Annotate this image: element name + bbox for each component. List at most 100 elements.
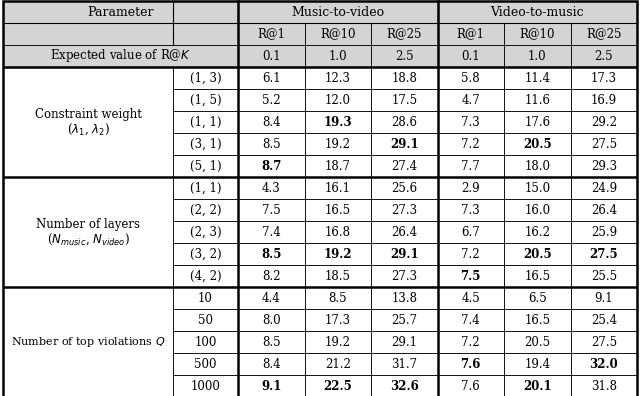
Bar: [504, 265, 570, 287]
Text: 5.2: 5.2: [262, 93, 280, 107]
Bar: [238, 133, 305, 155]
Text: 20.5: 20.5: [523, 248, 552, 261]
Bar: [173, 177, 238, 199]
Text: 27.5: 27.5: [591, 137, 617, 150]
Bar: [173, 353, 238, 375]
Bar: [504, 353, 570, 375]
Text: 32.0: 32.0: [589, 358, 618, 371]
Bar: [371, 309, 438, 331]
Bar: [438, 353, 504, 375]
Bar: [570, 155, 637, 177]
Text: 31.7: 31.7: [391, 358, 417, 371]
Text: (4, 2): (4, 2): [189, 270, 221, 282]
Bar: [438, 45, 504, 67]
Bar: [504, 45, 570, 67]
Text: 22.5: 22.5: [323, 379, 352, 392]
Text: 17.5: 17.5: [391, 93, 417, 107]
Bar: [305, 287, 371, 309]
Text: 10: 10: [198, 291, 213, 305]
Bar: [570, 309, 637, 331]
Text: 4.4: 4.4: [262, 291, 280, 305]
Bar: [438, 287, 504, 309]
Text: Number of top violations $Q$: Number of top violations $Q$: [11, 335, 165, 349]
Bar: [504, 309, 570, 331]
Text: 9.1: 9.1: [595, 291, 613, 305]
Bar: [238, 199, 305, 221]
Text: 29.3: 29.3: [591, 160, 617, 173]
Text: 4.3: 4.3: [262, 181, 280, 194]
Text: 0.1: 0.1: [461, 50, 480, 63]
Text: 15.0: 15.0: [524, 181, 550, 194]
Text: 19.4: 19.4: [524, 358, 550, 371]
Text: 19.2: 19.2: [323, 248, 352, 261]
Bar: [3, 177, 173, 287]
Bar: [238, 331, 305, 353]
Bar: [173, 89, 238, 111]
Bar: [238, 309, 305, 331]
Text: 27.4: 27.4: [391, 160, 417, 173]
Bar: [504, 177, 570, 199]
Text: 26.4: 26.4: [391, 225, 417, 238]
Bar: [438, 309, 504, 331]
Text: 7.4: 7.4: [262, 225, 280, 238]
Bar: [238, 375, 305, 396]
Text: 13.8: 13.8: [391, 291, 417, 305]
Bar: [238, 265, 305, 287]
Text: 27.3: 27.3: [391, 204, 417, 217]
Text: 29.1: 29.1: [391, 335, 417, 348]
Bar: [438, 89, 504, 111]
Text: 27.5: 27.5: [589, 248, 618, 261]
Text: 7.2: 7.2: [461, 137, 480, 150]
Bar: [238, 89, 305, 111]
Bar: [371, 133, 438, 155]
Text: 4.5: 4.5: [461, 291, 480, 305]
Text: 17.3: 17.3: [591, 72, 617, 84]
Text: 7.2: 7.2: [461, 248, 480, 261]
Text: 18.5: 18.5: [324, 270, 351, 282]
Text: 16.8: 16.8: [324, 225, 351, 238]
Bar: [570, 287, 637, 309]
Bar: [238, 353, 305, 375]
Bar: [570, 221, 637, 243]
Bar: [173, 155, 238, 177]
Text: 1.0: 1.0: [328, 50, 347, 63]
Bar: [173, 309, 238, 331]
Text: R@25: R@25: [586, 27, 621, 40]
Bar: [570, 45, 637, 67]
Bar: [570, 89, 637, 111]
Bar: [3, 1, 238, 23]
Bar: [371, 265, 438, 287]
Bar: [504, 23, 570, 45]
Text: 25.5: 25.5: [591, 270, 617, 282]
Bar: [3, 23, 238, 45]
Text: 18.0: 18.0: [524, 160, 550, 173]
Bar: [305, 45, 371, 67]
Text: 12.0: 12.0: [324, 93, 351, 107]
Bar: [371, 287, 438, 309]
Text: 7.3: 7.3: [461, 204, 480, 217]
Text: 7.7: 7.7: [461, 160, 480, 173]
Text: 8.5: 8.5: [261, 248, 282, 261]
Bar: [438, 177, 504, 199]
Bar: [438, 331, 504, 353]
Bar: [238, 23, 305, 45]
Text: 12.3: 12.3: [324, 72, 351, 84]
Text: 19.2: 19.2: [324, 137, 351, 150]
Text: 8.5: 8.5: [262, 137, 280, 150]
Text: 9.1: 9.1: [261, 379, 282, 392]
Text: 19.3: 19.3: [323, 116, 352, 128]
Bar: [504, 221, 570, 243]
Text: R@10: R@10: [320, 27, 355, 40]
Text: (1, 1): (1, 1): [189, 116, 221, 128]
Text: Number of layers: Number of layers: [36, 218, 140, 231]
Text: 6.7: 6.7: [461, 225, 480, 238]
Bar: [3, 1, 637, 23]
Bar: [438, 243, 504, 265]
Bar: [173, 133, 238, 155]
Bar: [438, 23, 504, 45]
Text: 25.6: 25.6: [391, 181, 417, 194]
Text: 16.5: 16.5: [524, 314, 550, 326]
Bar: [504, 243, 570, 265]
Text: (2, 3): (2, 3): [189, 225, 221, 238]
Bar: [173, 331, 238, 353]
